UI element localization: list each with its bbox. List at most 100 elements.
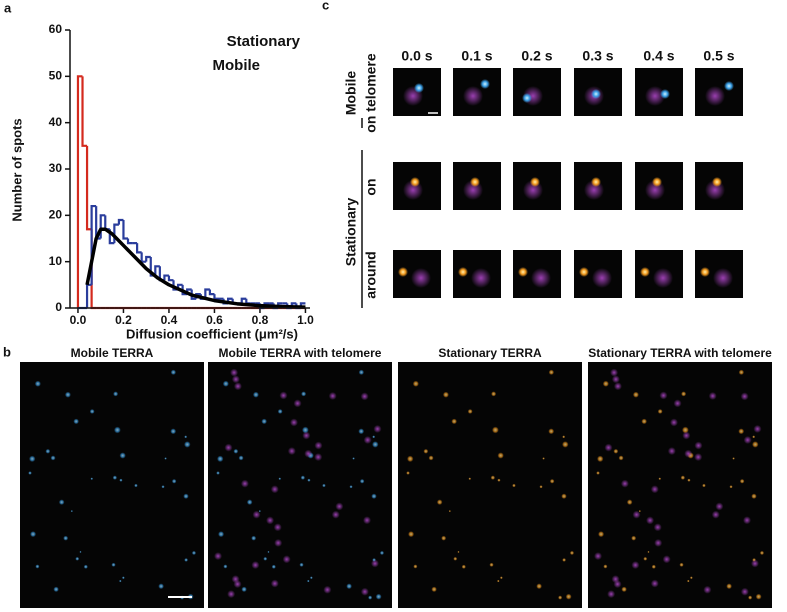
telomere [607, 590, 616, 599]
spot [261, 418, 267, 425]
histogram-step [117, 218, 124, 225]
spot [752, 441, 759, 448]
spot [29, 455, 36, 463]
spot [613, 448, 619, 454]
telomere [463, 86, 483, 106]
spot [497, 579, 500, 583]
telomere [240, 479, 249, 488]
spot [448, 510, 451, 513]
y-tick-label: 10 [49, 254, 63, 268]
spot [113, 391, 119, 397]
terra-spot [640, 267, 650, 277]
telomere [667, 447, 676, 456]
image-title: Mobile TERRA with telomere [219, 346, 382, 360]
telomere [604, 443, 613, 452]
telomere [230, 368, 239, 377]
telomere [631, 561, 640, 570]
spot [241, 586, 247, 593]
telomere [251, 561, 260, 570]
spot [748, 595, 753, 600]
telomere [287, 447, 296, 456]
telomere [252, 510, 261, 519]
telomere [231, 375, 240, 384]
terra-spot [700, 267, 710, 277]
spot [442, 391, 449, 398]
terra-spot [470, 177, 480, 187]
telomere [370, 559, 379, 568]
spot [122, 576, 125, 580]
x-axis-label: Diffusion coefficient (μm²/s) [126, 326, 298, 341]
spot [626, 499, 633, 505]
terra-spot [410, 177, 420, 187]
spot [346, 583, 352, 590]
telomere [293, 399, 302, 408]
telomere [653, 268, 673, 288]
telomere [650, 579, 659, 588]
spot [681, 391, 687, 397]
telomere [304, 449, 313, 458]
y-tick-label: 40 [49, 115, 63, 129]
spot [569, 550, 575, 555]
spot [603, 564, 608, 569]
telomere [323, 585, 332, 594]
histogram-step [76, 75, 83, 308]
telomere [531, 268, 551, 288]
telomere [653, 523, 662, 532]
telomere [471, 268, 491, 288]
time-label: 0.1 s [461, 48, 492, 64]
telomere [279, 391, 288, 400]
spot [562, 558, 566, 562]
spot [216, 471, 220, 475]
spot [252, 391, 259, 398]
spot [191, 550, 197, 555]
spot [618, 455, 624, 461]
telomere [411, 268, 431, 288]
spot [263, 556, 268, 561]
image-title: Stationary TERRA [438, 346, 542, 360]
spot [638, 510, 641, 513]
telomere [373, 424, 382, 433]
spot [119, 452, 126, 459]
histogram-step [245, 298, 251, 305]
spot [657, 409, 663, 414]
spot [490, 475, 496, 480]
telomere [314, 453, 323, 462]
spot [407, 455, 414, 463]
terra-spot [660, 89, 670, 99]
row-label: on [363, 178, 379, 195]
spot [536, 583, 542, 590]
spot [50, 455, 56, 461]
spot [223, 564, 228, 569]
spot [468, 477, 472, 480]
spot [246, 499, 253, 505]
telomere [713, 268, 733, 288]
spot [372, 435, 376, 439]
panel-label: c [322, 0, 329, 12]
spot [565, 593, 572, 600]
spot [158, 583, 164, 590]
telomere [328, 391, 337, 400]
terra-spot [712, 177, 722, 187]
spot [111, 562, 116, 567]
spot [322, 483, 326, 488]
telomere [743, 516, 752, 525]
time-label: 0.2 s [521, 48, 552, 64]
telomere [705, 86, 725, 106]
spot [358, 369, 365, 375]
spot [643, 556, 648, 561]
time-label: 0.3 s [582, 48, 613, 64]
spot [352, 457, 355, 460]
spot [561, 493, 567, 499]
histogram-step [154, 265, 160, 276]
time-label: 0.0 s [401, 48, 432, 64]
telomere [233, 382, 242, 391]
spot [596, 471, 600, 475]
telomere [715, 502, 724, 511]
spot [467, 409, 473, 414]
spot [164, 457, 167, 460]
spot [500, 576, 503, 580]
terra-spot [522, 93, 532, 103]
spot [45, 448, 51, 454]
spot [233, 448, 239, 454]
histogram-step [204, 288, 210, 299]
